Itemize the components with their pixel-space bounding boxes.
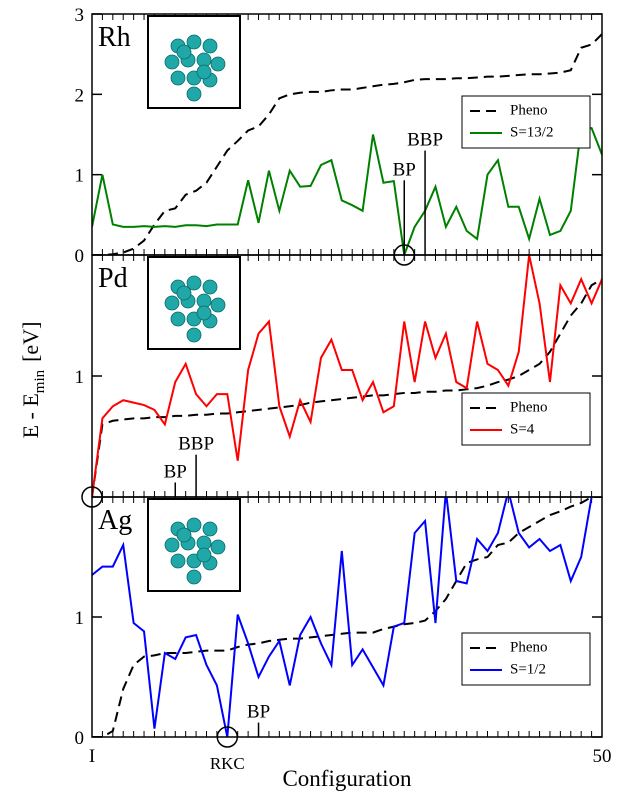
panel-title: Rh	[98, 22, 131, 53]
legend-label: S=13/2	[510, 124, 553, 140]
y-tick-label: 1	[75, 367, 85, 388]
y-tick-label: 0	[75, 728, 85, 749]
atom	[165, 296, 179, 310]
legend-label: Pheno	[510, 639, 548, 655]
chart: E - Emin [eV] Configuration 0 1 2 3 BP BBP Rh Phen…	[0, 0, 626, 794]
atom	[165, 55, 179, 69]
atom	[197, 65, 211, 79]
panel-title: Pd	[98, 263, 128, 294]
atom	[211, 298, 225, 312]
legend-label: S=1/2	[510, 661, 546, 677]
panel-title: Ag	[98, 505, 132, 536]
highlight-label: RKC	[210, 754, 245, 773]
atom	[177, 286, 191, 300]
legend-label: S=4	[510, 421, 535, 437]
annotation-label: BP	[164, 461, 187, 482]
atom	[203, 280, 217, 294]
atom	[211, 57, 225, 71]
atom	[187, 87, 201, 101]
atom	[197, 306, 211, 320]
atom	[171, 554, 185, 568]
x-axis-label: Configuration	[282, 766, 412, 791]
atom	[177, 528, 191, 542]
y-tick-label: 2	[75, 85, 85, 106]
legend-label: Pheno	[510, 399, 548, 415]
atom	[211, 540, 225, 554]
y-axis-label: E - Emin [eV]	[18, 322, 48, 439]
atom	[187, 328, 201, 342]
x-tick-label: 50	[593, 746, 612, 767]
annotation-label: BP	[247, 702, 270, 723]
annotation-label: BP	[393, 159, 416, 180]
atom	[203, 39, 217, 53]
y-label-sub: min	[32, 369, 48, 393]
annotation-label: BBP	[178, 434, 214, 455]
legend-label: Pheno	[510, 102, 548, 118]
atom	[203, 522, 217, 536]
y-tick-label: 0	[75, 246, 85, 267]
atom	[165, 538, 179, 552]
atom	[171, 71, 185, 85]
x-tick-label: I	[89, 746, 95, 767]
y-tick-label: 1	[75, 166, 85, 187]
atom	[177, 45, 191, 59]
atom	[187, 570, 201, 584]
y-tick-label: 1	[75, 608, 85, 629]
atom	[171, 312, 185, 326]
atom	[197, 548, 211, 562]
y-label-unit: [eV]	[18, 322, 43, 362]
y-label-main: E - E	[18, 393, 43, 438]
y-tick-label: 3	[75, 5, 85, 26]
annotation-label: BBP	[407, 130, 443, 151]
